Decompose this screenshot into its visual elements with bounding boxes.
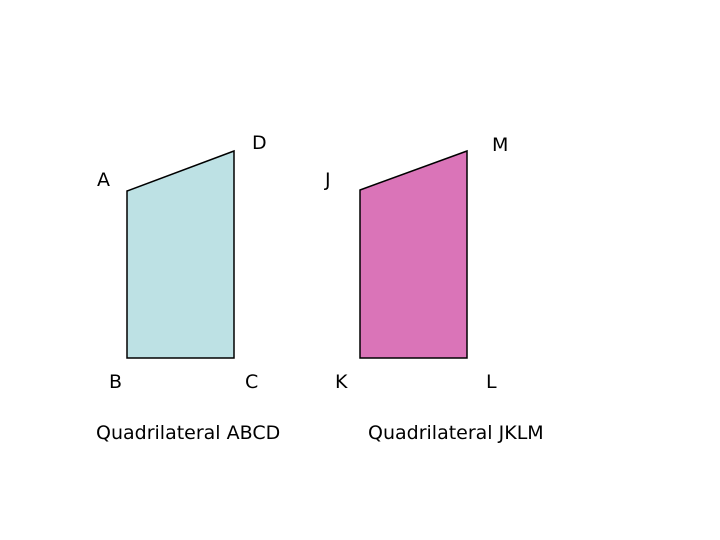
vertex-label-j: J bbox=[324, 169, 331, 191]
vertex-label-c: C bbox=[245, 371, 258, 393]
vertex-label-k: K bbox=[335, 371, 348, 393]
quadrilateral-abcd-shape bbox=[126, 149, 235, 359]
caption-jklm: Quadrilateral JKLM bbox=[368, 422, 544, 444]
quadrilateral-abcd: A B C D Quadrilateral ABCD bbox=[96, 132, 280, 444]
vertex-label-b: B bbox=[109, 371, 122, 393]
vertex-label-l: L bbox=[486, 371, 497, 393]
vertex-label-a: A bbox=[97, 169, 110, 191]
vertex-label-m: M bbox=[492, 134, 508, 156]
vertex-label-d: D bbox=[252, 132, 267, 154]
quadrilateral-jklm: J K L M Quadrilateral JKLM bbox=[324, 134, 544, 444]
caption-abcd: Quadrilateral ABCD bbox=[96, 422, 280, 444]
quadrilateral-jklm-shape bbox=[359, 149, 468, 359]
